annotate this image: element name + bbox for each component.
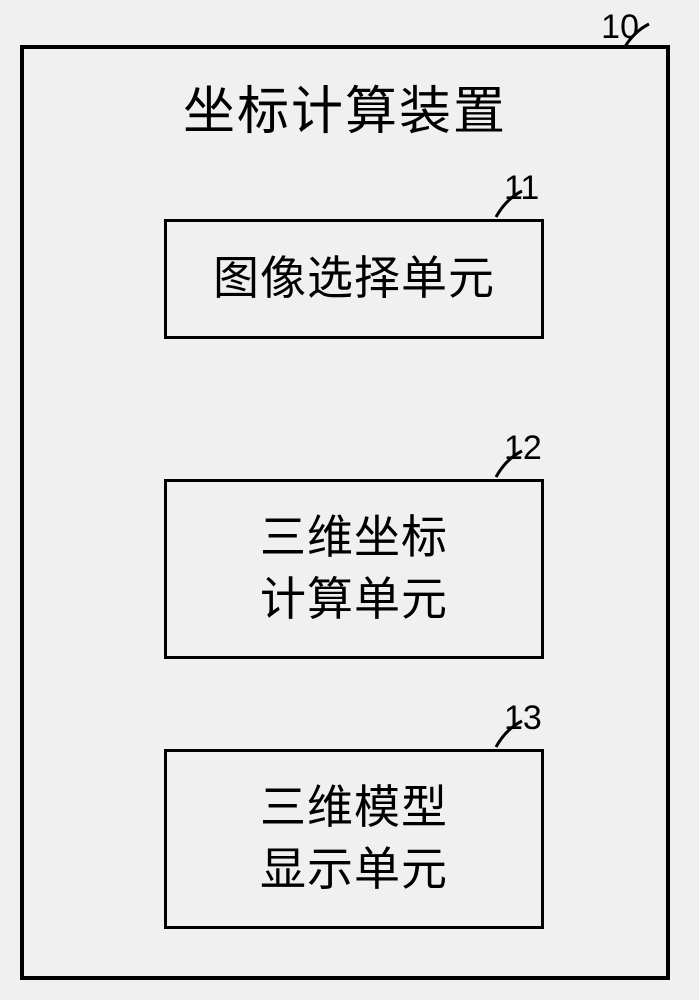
block-1-leader-line bbox=[494, 189, 524, 219]
device-title: 坐标计算装置 bbox=[24, 69, 666, 144]
3d-model-display-unit-block: 三维模型显示单元 bbox=[164, 749, 544, 929]
block-3-leader-line bbox=[494, 719, 524, 749]
coordinate-calculation-device-frame: 坐标计算装置 11 图像选择单元 12 三维坐标计算单元 13 三维模型显示单元 bbox=[20, 45, 670, 980]
block-2-label: 三维坐标计算单元 bbox=[260, 507, 448, 631]
image-selection-unit-block: 图像选择单元 bbox=[164, 219, 544, 339]
block-3-label: 三维模型显示单元 bbox=[260, 777, 448, 901]
3d-coordinate-calculation-unit-block: 三维坐标计算单元 bbox=[164, 479, 544, 659]
block-2-leader-line bbox=[494, 449, 524, 479]
block-1-label: 图像选择单元 bbox=[213, 248, 495, 310]
